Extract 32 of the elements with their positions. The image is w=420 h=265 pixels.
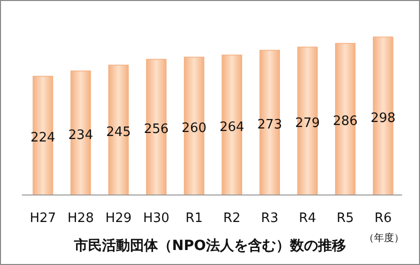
- data-label: 260: [182, 121, 207, 136]
- x-tick-label: R3: [261, 211, 278, 226]
- data-label: 273: [257, 118, 282, 133]
- bar: [32, 76, 54, 196]
- bar: [184, 56, 204, 196]
- bar: [297, 46, 318, 196]
- data-label: 298: [370, 111, 396, 126]
- bar: [222, 54, 242, 196]
- x-tick-label: H30: [143, 211, 170, 226]
- data-label: 279: [295, 116, 320, 132]
- x-tick-label: R1: [185, 211, 203, 226]
- data-label: 234: [68, 128, 94, 143]
- x-tick-label: H27: [30, 211, 56, 226]
- x-tick-label: R2: [223, 211, 241, 226]
- bar: [259, 50, 280, 196]
- data-label: 256: [144, 122, 169, 138]
- bar: [146, 58, 167, 196]
- text: 市民活動団体（NPO法人を含む）数の推移: [73, 237, 346, 254]
- x-tick-label: R6: [374, 211, 392, 226]
- x-axis-title: （年度）: [364, 232, 404, 244]
- bar: [108, 64, 129, 196]
- data-label: 286: [332, 114, 358, 130]
- data-label: 264: [219, 120, 244, 136]
- bar: [335, 42, 356, 196]
- x-tick-label: H29: [105, 211, 132, 226]
- x-tick-label: H28: [68, 211, 94, 226]
- bar: [70, 70, 91, 196]
- data-label: 224: [30, 130, 56, 146]
- x-tick-label: R4: [298, 211, 316, 226]
- bar: [372, 36, 394, 196]
- data-label: 245: [106, 125, 131, 140]
- x-tick-label: R5: [336, 211, 354, 226]
